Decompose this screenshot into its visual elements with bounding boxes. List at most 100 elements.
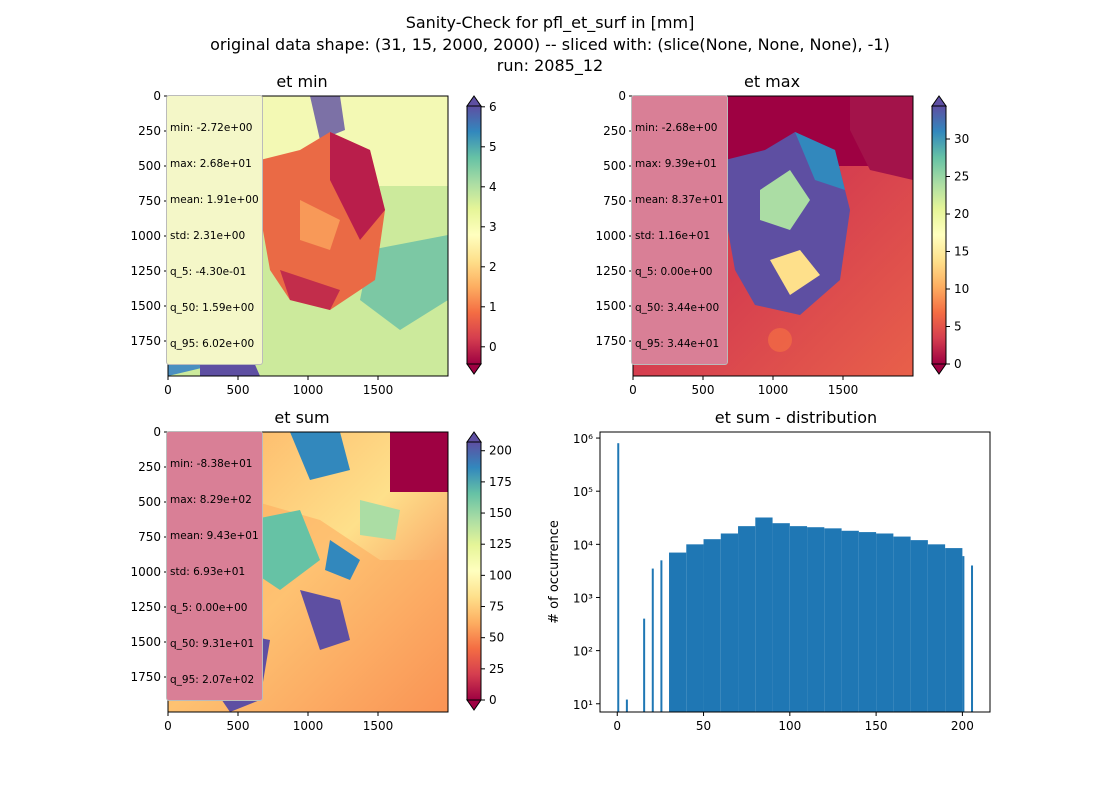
stat-line: std: 1.16e+01: [635, 230, 711, 242]
x-tick-label: 1500: [363, 383, 394, 397]
y-tick-label: 0: [153, 89, 161, 103]
figure-suptitle-line1: Sanity-Check for pfl_et_surf in [mm]: [405, 13, 695, 32]
panel-title-et-max: et max: [743, 72, 801, 91]
histogram-bar: [893, 536, 911, 712]
histogram-bar: [625, 699, 628, 712]
stat-line: min: -2.72e+00: [170, 122, 253, 134]
x-tick-label: 0: [629, 383, 637, 397]
colorbar-tick-label: 15: [954, 245, 969, 259]
colorbar-tick-label: 75: [489, 600, 504, 614]
figure-suptitle-line2: original data shape: (31, 15, 2000, 2000…: [210, 35, 890, 54]
stat-line: q_95: 3.44e+01: [635, 338, 720, 350]
histogram-bar: [686, 544, 704, 712]
histogram-bar: [824, 528, 842, 712]
colorbar-tick-label: 1: [489, 300, 497, 314]
x-tick-label: 50: [696, 719, 711, 733]
histogram-bar: [755, 517, 773, 712]
histogram-bar: [962, 556, 965, 712]
y-tick-label: 10⁵: [573, 485, 593, 499]
stat-line: max: 8.29e+02: [170, 494, 252, 506]
stat-line: q_5: 0.00e+00: [635, 266, 713, 278]
histogram-bar: [858, 532, 877, 712]
y-tick-label: 10³: [573, 591, 593, 605]
histogram-bar: [643, 618, 646, 712]
colorbar-tick-label: 3: [489, 220, 497, 234]
x-tick-label: 200: [951, 719, 974, 733]
histogram-bar: [651, 568, 654, 712]
stat-line: q_5: 0.00e+00: [170, 602, 248, 614]
colorbar-et-min: 6 5 4 3 2 1 0: [466, 95, 497, 375]
histogram-bar: [927, 544, 946, 712]
panel-title-et-min: et min: [276, 72, 328, 91]
colorbar-tick-label: 5: [954, 320, 962, 334]
x-tick-label: 1500: [363, 719, 394, 733]
colorbar-tick-label: 10: [954, 282, 969, 296]
y-tick-label: 500: [138, 159, 161, 173]
y-tick-label: 250: [138, 124, 161, 138]
histogram-bar: [841, 530, 859, 712]
y-tick-label: 500: [138, 495, 161, 509]
stats-box-et-min: min: -2.72e+00 max: 2.68e+01 mean: 1.91e…: [166, 95, 263, 365]
stat-line: q_95: 6.02e+00: [170, 338, 255, 350]
stat-line: q_95: 2.07e+02: [170, 674, 255, 686]
colorbar-tick-label: 20: [954, 207, 969, 221]
figure-suptitle-line3: run: 2085_12: [496, 56, 604, 75]
y-tick-label: 0: [153, 425, 161, 439]
histogram-bar: [703, 539, 721, 712]
histogram-bar: [971, 565, 974, 712]
y-tick-label: 1500: [595, 299, 626, 313]
stat-line: mean: 8.37e+01: [635, 194, 724, 206]
stat-line: std: 6.93e+01: [170, 566, 246, 578]
colorbar-tick-label: 150: [489, 506, 512, 520]
y-tick-label: 500: [603, 159, 626, 173]
stat-line: min: -8.38e+01: [170, 458, 253, 470]
y-tick-label: 1000: [130, 565, 161, 579]
x-tick-label: 500: [227, 719, 250, 733]
x-tick-label: 1000: [293, 383, 324, 397]
y-tick-label: 1750: [595, 334, 626, 348]
x-tick-label: 1000: [293, 719, 324, 733]
colorbar-tick-label: 50: [489, 631, 504, 645]
stat-line: q_50: 1.59e+00: [170, 302, 255, 314]
colorbar-tick-label: 6: [489, 100, 497, 114]
y-tick-label: 250: [603, 124, 626, 138]
y-tick-label: 750: [138, 530, 161, 544]
colorbar-tick-label: 0: [489, 340, 497, 354]
colorbar-tick-label: 125: [489, 537, 512, 551]
y-tick-label: 1250: [595, 264, 626, 278]
y-tick-label: 1250: [130, 600, 161, 614]
stat-line: max: 9.39e+01: [635, 158, 717, 170]
y-tick-label: 10⁶: [573, 432, 593, 446]
colorbar-et-max: 30 25 20 15 10 5 0: [931, 95, 969, 375]
y-tick-label: 1500: [130, 635, 161, 649]
y-tick-label: 1250: [130, 264, 161, 278]
stats-box-et-max: min: -2.68e+00 max: 9.39e+01 mean: 8.37e…: [631, 95, 728, 365]
colorbar-tick-label: 0: [954, 357, 962, 371]
y-tick-label: 1000: [595, 229, 626, 243]
y-tick-label: 750: [138, 194, 161, 208]
histogram-bar: [910, 540, 928, 712]
stat-line: mean: 9.43e+01: [170, 530, 259, 542]
colorbar-tick-label: 25: [954, 170, 969, 184]
colorbar-tick-label: 200: [489, 444, 512, 458]
panel-title-et-sum: et sum: [274, 408, 330, 427]
y-tick-label: 10⁴: [573, 538, 593, 552]
y-tick-label: 750: [603, 194, 626, 208]
histogram-bar: [738, 526, 756, 712]
colorbar-tick-label: 100: [489, 568, 512, 582]
y-tick-label: 1000: [130, 229, 161, 243]
y-tick-label: 1750: [130, 670, 161, 684]
colorbar-tick-label: 25: [489, 662, 504, 676]
x-tick-label: 100: [778, 719, 801, 733]
y-tick-label: 1500: [130, 299, 161, 313]
panel-title-histogram: et sum - distribution: [714, 408, 878, 427]
colorbar-tick-label: 4: [489, 180, 497, 194]
x-tick-label: 150: [865, 719, 888, 733]
x-tick-label: 1000: [758, 383, 789, 397]
colorbar-et-sum: 200 175 150 125 100 75 50 25 0: [466, 431, 512, 711]
histogram-bars: [617, 443, 974, 712]
colorbar-tick-label: 30: [954, 132, 969, 146]
stat-line: max: 2.68e+01: [170, 158, 252, 170]
